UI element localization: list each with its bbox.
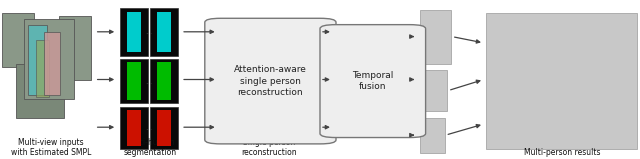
Text: Multi-human
segmentation: Multi-human segmentation [124, 138, 177, 157]
Bar [420, 118, 445, 153]
Bar [127, 12, 141, 52]
Bar [44, 32, 60, 95]
Text: Attention-aware
single person
reconstruction: Attention-aware single person reconstruc… [234, 65, 307, 97]
FancyBboxPatch shape [320, 25, 426, 138]
Text: Multi-view inputs
with Estimated SMPL: Multi-view inputs with Estimated SMPL [11, 138, 92, 157]
Bar [28, 25, 47, 95]
Bar [2, 13, 34, 67]
Bar [16, 64, 64, 118]
Text: ...: ... [145, 77, 153, 86]
Bar [150, 59, 178, 103]
Text: ...: ... [145, 124, 153, 132]
Bar [120, 107, 148, 149]
Bar [120, 8, 148, 56]
Text: Single person
reconstruction: Single person reconstruction [241, 138, 296, 157]
Bar [59, 16, 91, 80]
Bar [420, 70, 447, 111]
Bar [127, 110, 141, 146]
Text: ...: ... [145, 27, 153, 36]
FancyBboxPatch shape [205, 18, 336, 144]
Bar [150, 8, 178, 56]
Bar [127, 62, 141, 100]
Bar [24, 19, 74, 99]
Bar [150, 107, 178, 149]
Bar [157, 12, 171, 52]
Bar [157, 110, 171, 146]
Bar [120, 59, 148, 103]
Bar [157, 62, 171, 100]
Bar [36, 40, 49, 97]
Text: Temporal
fusion: Temporal fusion [352, 71, 394, 91]
Bar [420, 10, 451, 64]
Text: Multi-person results: Multi-person results [524, 148, 600, 157]
Bar [486, 13, 637, 149]
